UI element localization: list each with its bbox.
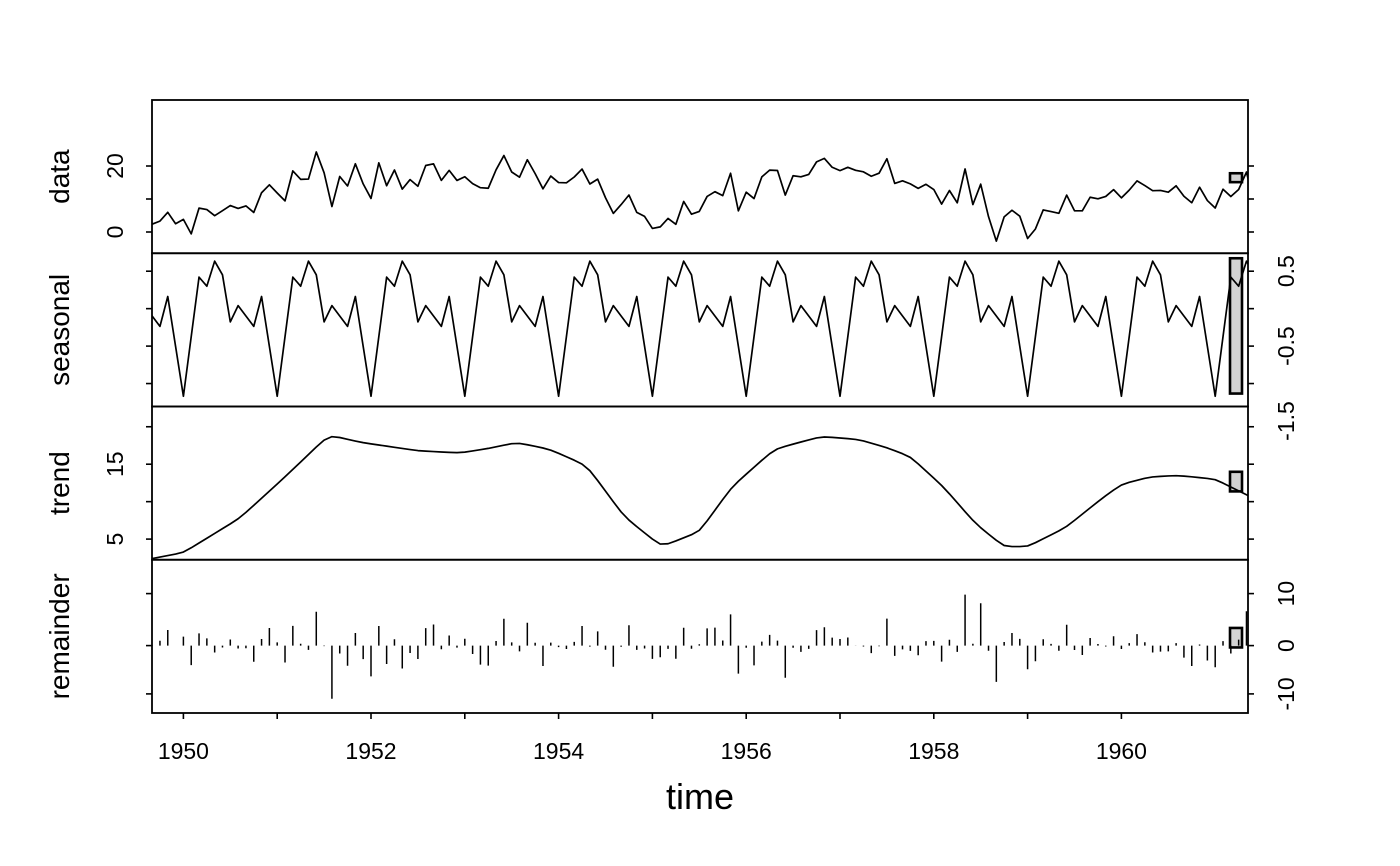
svg-text:0: 0	[1273, 639, 1299, 652]
svg-text:1954: 1954	[533, 738, 584, 764]
svg-text:trend: trend	[44, 451, 75, 515]
svg-text:data: data	[44, 149, 75, 204]
svg-text:1950: 1950	[158, 738, 209, 764]
svg-text:1956: 1956	[721, 738, 772, 764]
svg-text:1960: 1960	[1096, 738, 1147, 764]
svg-text:0.5: 0.5	[1273, 255, 1299, 287]
svg-text:20: 20	[102, 153, 128, 179]
svg-text:10: 10	[1273, 581, 1299, 607]
svg-text:remainder: remainder	[44, 573, 75, 699]
svg-text:-1.5: -1.5	[1273, 401, 1299, 441]
svg-text:time: time	[666, 776, 734, 817]
svg-text:-10: -10	[1273, 677, 1299, 710]
svg-text:15: 15	[102, 451, 128, 477]
svg-text:seasonal: seasonal	[44, 274, 75, 386]
svg-text:5: 5	[102, 533, 128, 546]
svg-text:1952: 1952	[345, 738, 396, 764]
svg-text:-0.5: -0.5	[1273, 326, 1299, 366]
svg-text:1958: 1958	[908, 738, 959, 764]
svg-text:0: 0	[102, 226, 128, 239]
